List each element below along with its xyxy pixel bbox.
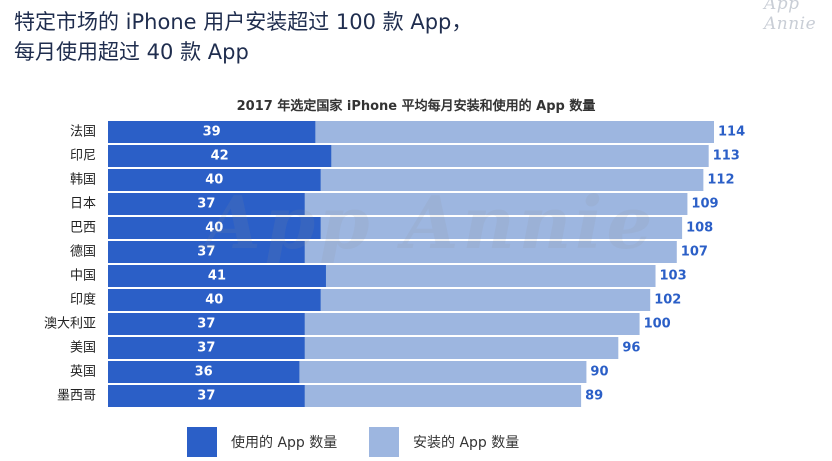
category-label: 日本	[70, 197, 96, 212]
bar-used	[108, 169, 321, 191]
bar-used	[108, 241, 305, 263]
data-label-installed: 107	[681, 245, 708, 260]
category-label: 巴西	[70, 221, 96, 236]
bar-used	[108, 361, 300, 383]
category-label: 墨西哥	[57, 389, 96, 404]
bar-used	[108, 193, 305, 215]
category-label: 德国	[70, 245, 96, 260]
legend-label-installed: 安装的 App 数量	[413, 435, 520, 451]
data-label-used: 39	[203, 125, 221, 140]
data-label-used: 37	[197, 341, 215, 356]
data-label-installed: 89	[585, 389, 603, 404]
data-label-installed: 96	[622, 341, 640, 356]
bar-used	[108, 313, 305, 335]
legend-swatch-used	[187, 427, 217, 457]
data-label-installed: 102	[654, 293, 681, 308]
category-label: 美国	[70, 341, 96, 356]
headline: 特定市场的 iPhone 用户安装超过 100 款 App， 每月使用超过 40…	[14, 7, 472, 67]
bar-used	[108, 121, 316, 143]
data-label-used: 36	[195, 365, 213, 380]
category-label: 英国	[70, 365, 96, 380]
chart-title: 2017 年选定国家 iPhone 平均每月安装和使用的 App 数量	[236, 99, 596, 114]
data-label-installed: 114	[718, 125, 745, 140]
data-label-installed: 90	[590, 365, 608, 380]
data-label-used: 42	[211, 149, 229, 164]
legend-item-used: 使用的 App 数量	[187, 427, 337, 457]
data-label-used: 37	[197, 317, 215, 332]
data-label-used: 37	[197, 245, 215, 260]
headline-line-1: 特定市场的 iPhone 用户安装超过 100 款 App，	[14, 10, 473, 34]
data-label-used: 41	[208, 269, 226, 284]
bar-used	[108, 289, 321, 311]
chart-legend: 使用的 App 数量 安装的 App 数量	[0, 427, 832, 457]
data-label-installed: 112	[707, 173, 734, 188]
headline-line-2: 每月使用超过 40 款 App	[14, 40, 249, 64]
data-label-used: 40	[205, 293, 223, 308]
category-label: 中国	[70, 269, 96, 284]
data-label-installed: 109	[691, 197, 718, 212]
category-label: 印尼	[70, 149, 96, 164]
bar-used	[108, 265, 326, 287]
app-annie-logo: App Annie	[764, 0, 817, 34]
legend-item-installed: 安装的 App 数量	[369, 427, 519, 457]
data-label-used: 40	[205, 221, 223, 236]
data-label-installed: 100	[644, 317, 671, 332]
category-label: 法国	[70, 125, 96, 140]
category-label: 澳大利亚	[44, 316, 96, 332]
data-label-used: 40	[205, 173, 223, 188]
data-label-used: 37	[197, 389, 215, 404]
bar-used	[108, 337, 305, 359]
bar-used	[108, 385, 305, 407]
data-label-installed: 113	[713, 149, 740, 164]
category-label: 印度	[70, 292, 96, 308]
legend-label-used: 使用的 App 数量	[231, 435, 338, 451]
data-label-used: 37	[197, 197, 215, 212]
legend-swatch-installed	[369, 427, 399, 457]
bar-used	[108, 217, 321, 239]
data-label-installed: 103	[660, 269, 687, 284]
category-label: 韩国	[70, 173, 96, 188]
bar-used	[108, 145, 332, 167]
data-label-installed: 108	[686, 221, 713, 236]
